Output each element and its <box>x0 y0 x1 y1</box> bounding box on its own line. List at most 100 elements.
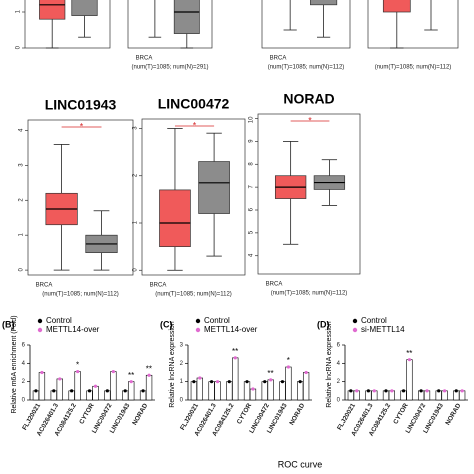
bar-dot <box>129 380 133 384</box>
bar-dot <box>372 389 376 393</box>
y-tick-label: 1 <box>133 220 139 224</box>
y-tick-label: 5 <box>249 230 255 234</box>
bar-dot <box>401 389 406 393</box>
x-tick-label: NORAD <box>444 402 462 426</box>
bar <box>110 371 117 401</box>
plot-frame <box>257 113 361 275</box>
bar-dot <box>251 387 255 391</box>
bar <box>38 372 46 401</box>
bar <box>285 366 292 401</box>
bar <box>214 381 221 401</box>
plot-frame <box>27 119 134 276</box>
y-tick-label: 0 <box>133 268 139 272</box>
x-tick-label: NORAD <box>131 402 149 426</box>
bar-dot <box>209 380 214 384</box>
bar <box>261 381 268 401</box>
bar-dot <box>442 389 447 393</box>
bar <box>279 381 286 401</box>
y-tick-label: 4 <box>337 361 341 367</box>
bar-dot <box>286 365 291 369</box>
x-tick-label: CYTOR <box>236 402 254 425</box>
x-tick-label: CYTOR <box>78 402 96 425</box>
bar-dot <box>141 389 145 393</box>
y-tick-label: 3 <box>133 126 139 130</box>
bar-dot <box>192 380 196 384</box>
y-tick-label: 1 <box>19 233 25 237</box>
bar <box>92 385 99 401</box>
plot-frame <box>261 0 351 49</box>
plot-frame <box>141 118 246 276</box>
legend-label: METTL14-over <box>204 325 258 334</box>
legend-label: Control <box>361 316 387 325</box>
significance: * <box>80 121 84 131</box>
bar-dot <box>269 378 273 382</box>
y-tick-label: 4 <box>19 128 25 132</box>
y-axis-label: Relative m6A enrichment (Fold) <box>11 315 18 413</box>
legend-marker <box>195 318 201 324</box>
y-tick-label: 0 <box>337 398 341 404</box>
y-tick-label: 3 <box>180 343 184 349</box>
bar <box>128 381 135 401</box>
y-tick-label: 3 <box>19 163 25 167</box>
legend-marker <box>37 318 43 324</box>
bar-dot <box>304 370 308 375</box>
legend-label: Control <box>204 316 230 325</box>
roc-title: ROC curve <box>278 459 323 469</box>
bar-dot <box>34 389 38 393</box>
y-tick-label: 9 <box>249 139 255 143</box>
bar-dot <box>280 380 285 384</box>
bar-dot <box>425 389 429 393</box>
bar-dot <box>123 389 127 393</box>
significance: * <box>193 120 197 130</box>
significance: * <box>308 115 312 125</box>
bar <box>196 377 203 401</box>
sample-note: (num(T)=1085; num(N)=112) <box>42 292 119 298</box>
y-tick-label: 1 <box>180 379 184 385</box>
significance: * <box>76 361 79 370</box>
sample-note: (num(T)=1085; num(N)=112) <box>268 65 345 71</box>
bar <box>208 381 215 401</box>
panel-title: NORAD <box>283 91 334 107</box>
sample-note: (num(T)=1085; num(N)=291) <box>131 65 208 71</box>
y-tick-label: 4 <box>249 253 255 257</box>
panel-label: (B) <box>2 319 15 329</box>
bar <box>267 379 274 401</box>
bar-dot <box>366 389 371 393</box>
plot-frame <box>367 0 459 49</box>
y-tick-label: 2 <box>133 173 139 177</box>
sample-note: (num(T)=1085; num(N)=112) <box>155 292 232 298</box>
box <box>382 0 411 13</box>
bar-dot <box>349 389 353 393</box>
bar-dot <box>198 376 202 380</box>
bar-dot <box>460 389 464 393</box>
bar-dot <box>40 370 44 375</box>
bar <box>302 372 310 401</box>
box <box>159 189 191 247</box>
legend-marker <box>37 327 43 333</box>
legend-label: Control <box>46 316 72 325</box>
y-tick-label: 6 <box>337 343 341 349</box>
significance: ** <box>128 371 134 380</box>
significance: ** <box>146 364 152 373</box>
y-tick-label: 2 <box>19 198 25 202</box>
y-tick-label: 8 <box>249 162 255 166</box>
box <box>198 161 230 214</box>
bar <box>145 374 153 401</box>
y-axis-label: Relative lncRNA expression <box>326 321 333 407</box>
y-tick-label: 0 <box>19 267 25 271</box>
panel-label: (D) <box>317 319 330 329</box>
bar-dot <box>227 380 231 384</box>
y-tick-label: 4 <box>22 361 26 367</box>
y-tick-label: 0 <box>22 398 26 404</box>
y-tick-label: 1 <box>16 9 22 13</box>
y-tick-label: 0 <box>16 45 22 49</box>
bar-dot <box>245 380 249 384</box>
significance: * <box>287 356 290 365</box>
bar-dot <box>87 389 92 393</box>
significance: ** <box>406 349 412 358</box>
bar-dot <box>215 380 220 384</box>
x-label: BRCA <box>136 56 153 62</box>
y-tick-label: 2 <box>180 361 184 367</box>
bar-dot <box>384 389 388 393</box>
box <box>173 0 200 34</box>
